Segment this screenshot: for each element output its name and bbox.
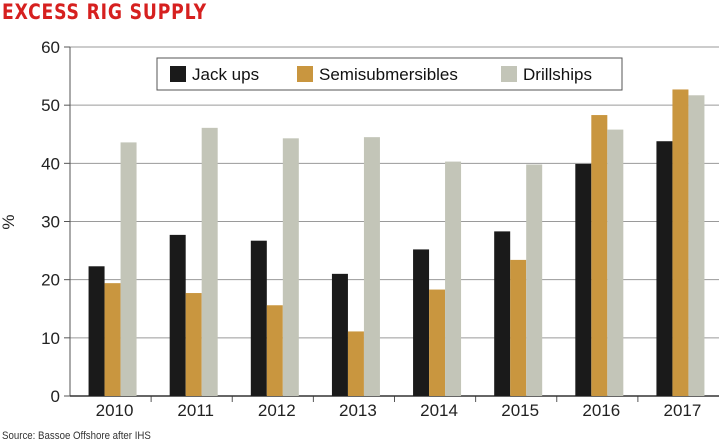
bar-semisubmersibles-2016	[591, 115, 608, 397]
x-tick-label: 2010	[96, 401, 134, 420]
bar-drillships-2013	[363, 137, 380, 397]
x-tick-label: 2017	[664, 401, 702, 420]
bar-drillships-2015	[526, 164, 543, 396]
bar-jack-ups-2010	[88, 266, 105, 396]
source-note: Source: Bassoe Offshore after IHS	[2, 430, 151, 442]
y-tick-label: 0	[51, 387, 60, 406]
bar-drillships-2012	[282, 138, 299, 397]
x-tick-label: 2014	[420, 401, 458, 420]
legend-box	[156, 57, 623, 91]
bar-semisubmersibles-2017	[672, 89, 689, 396]
y-tick-label: 30	[41, 213, 60, 232]
bar-semisubmersibles-2014	[429, 289, 446, 396]
bar-jack-ups-2012	[250, 240, 267, 396]
x-tick-label: 2013	[339, 401, 377, 420]
bar-jack-ups-2014	[413, 249, 430, 396]
x-tick-label: 2012	[258, 401, 296, 420]
legend-swatch-drillships	[501, 66, 517, 82]
bar-chart: 0 10 20 30 40 50 60% 2010 2011 2012 2013 2014 2015 20…	[0, 38, 719, 420]
x-tick-label: 2011	[177, 401, 214, 420]
legend-label: Jack ups	[192, 65, 259, 84]
bar-drillships-2014	[445, 161, 462, 396]
bar-semisubmersibles-2013	[347, 331, 364, 396]
legend-swatch-jack ups	[170, 66, 186, 82]
y-tick-label: 40	[41, 154, 60, 173]
x-tick-label: 2015	[501, 401, 539, 420]
bar-semisubmersibles-2015	[510, 259, 527, 396]
bar-drillships-2017	[688, 95, 705, 397]
bar-semisubmersibles-2011	[185, 293, 202, 396]
bar-semisubmersibles-2010	[104, 283, 121, 396]
bar-jack-ups-2013	[331, 273, 348, 396]
bar-jack-ups-2011	[169, 234, 186, 396]
x-tick-label: 2016	[582, 401, 620, 420]
bars	[88, 89, 705, 397]
y-tick-label: 20	[41, 271, 60, 290]
bar-drillships-2010	[120, 142, 137, 396]
bar-drillships-2016	[607, 129, 624, 396]
legend-label: Semisubmersibles	[319, 65, 458, 84]
bar-jack-ups-2015	[494, 231, 511, 396]
chart-title: EXCESS RIG SUPPLY	[2, 0, 207, 24]
legend: Jack ups Semisubmersibles Drillships	[156, 57, 623, 91]
y-tick-label: 60	[41, 38, 60, 57]
y-tick-label: 10	[41, 329, 60, 348]
bar-semisubmersibles-2012	[266, 305, 283, 396]
bar-jack-ups-2016	[575, 163, 592, 396]
y-tick-label: 50	[41, 96, 60, 115]
bar-jack-ups-2017	[656, 141, 673, 396]
bar-drillships-2011	[201, 127, 218, 396]
legend-swatch-semisubmersibles	[297, 66, 313, 82]
legend-label: Drillships	[523, 65, 592, 84]
y-axis-label: %	[0, 214, 18, 229]
